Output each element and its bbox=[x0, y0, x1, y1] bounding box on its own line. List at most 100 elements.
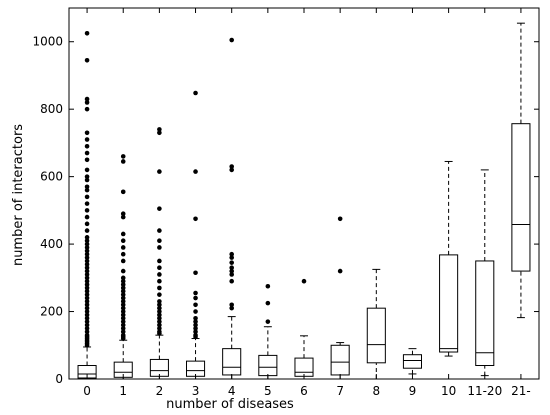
outlier-point bbox=[193, 216, 198, 222]
outlier-point bbox=[84, 96, 90, 102]
outlier-point bbox=[265, 319, 271, 324]
box-group-3 bbox=[186, 90, 206, 380]
plot-frame bbox=[68, 7, 540, 380]
outlier-point bbox=[337, 216, 343, 222]
outlier-point bbox=[120, 309, 126, 314]
outlier-point bbox=[84, 282, 90, 287]
outlier-point bbox=[84, 262, 90, 267]
outlier-point bbox=[157, 206, 162, 211]
outlier-point bbox=[84, 157, 90, 163]
x-tick-label: 5 bbox=[264, 384, 272, 398]
outlier-point bbox=[193, 169, 198, 174]
outlier-point bbox=[193, 322, 198, 328]
outlier-point bbox=[84, 292, 90, 297]
outlier-point bbox=[157, 315, 162, 321]
outlier-point bbox=[229, 272, 234, 277]
y-axis-label: number of interactors bbox=[11, 124, 26, 266]
outlier-point bbox=[157, 258, 162, 264]
box-group-4 bbox=[222, 37, 242, 380]
outlier-point bbox=[120, 312, 126, 318]
outlier-point bbox=[157, 312, 162, 318]
x-tick-label: 21- bbox=[511, 384, 531, 398]
outlier-point bbox=[120, 285, 126, 291]
outlier-point bbox=[120, 238, 126, 244]
outlier-point bbox=[229, 265, 234, 271]
box bbox=[511, 123, 531, 272]
outlier-point bbox=[84, 167, 90, 173]
outlier-point bbox=[193, 302, 198, 308]
outlier-point bbox=[84, 322, 90, 328]
outlier-point bbox=[193, 309, 198, 314]
outlier-point bbox=[84, 295, 90, 301]
outlier-point bbox=[84, 285, 90, 291]
outlier-point bbox=[120, 326, 126, 331]
outlier-point bbox=[120, 159, 126, 164]
outlier-point bbox=[84, 228, 90, 233]
outlier-point bbox=[84, 329, 90, 335]
outlier-point bbox=[157, 319, 162, 324]
outlier-point bbox=[84, 332, 90, 338]
outlier-point bbox=[301, 278, 307, 284]
outlier-point bbox=[157, 309, 162, 314]
outlier-point bbox=[157, 285, 162, 291]
outlier-point bbox=[84, 289, 90, 294]
y-tick-label: 200 bbox=[40, 305, 63, 319]
outlier-point bbox=[157, 292, 162, 297]
outlier-point bbox=[157, 278, 162, 284]
outlier-point bbox=[157, 326, 162, 331]
x-tick-label: 3 bbox=[192, 384, 200, 398]
x-tick-label: 11-20 bbox=[467, 384, 502, 398]
outlier-point bbox=[229, 164, 234, 169]
box-group-0 bbox=[77, 30, 97, 380]
outlier-point bbox=[229, 305, 234, 311]
outlier-point bbox=[157, 169, 162, 174]
outlier-point bbox=[157, 130, 162, 136]
outlier-point bbox=[193, 319, 198, 324]
outlier-point bbox=[120, 332, 126, 338]
outlier-point bbox=[157, 265, 162, 271]
outlier-point bbox=[84, 143, 90, 149]
y-axis: 0 200 400 600 800 1000 bbox=[32, 35, 539, 386]
outlier-point bbox=[84, 150, 90, 156]
outlier-point bbox=[229, 37, 234, 43]
outlier-point bbox=[229, 255, 234, 260]
outlier-point bbox=[84, 309, 90, 314]
outlier-point bbox=[84, 305, 90, 311]
outlier-point bbox=[120, 292, 126, 297]
box-group-7 bbox=[330, 216, 350, 380]
x-tick-label: 4 bbox=[228, 384, 236, 398]
box bbox=[258, 354, 278, 377]
outlier-point bbox=[120, 258, 126, 264]
outlier-point bbox=[120, 319, 126, 324]
outlier-point bbox=[120, 268, 126, 274]
outlier-point bbox=[193, 90, 198, 96]
box bbox=[475, 260, 495, 367]
y-tick-label: 1000 bbox=[32, 35, 63, 49]
x-axis: 0 1 2 3 4 5 6 7 8 9 10 11-20 21- bbox=[83, 8, 531, 398]
x-tick-label: 6 bbox=[300, 384, 308, 398]
outlier-point bbox=[120, 295, 126, 301]
outlier-point bbox=[120, 299, 126, 304]
outlier-point bbox=[84, 245, 90, 250]
box bbox=[439, 254, 459, 353]
x-tick-label: 9 bbox=[409, 384, 417, 398]
outlier-point bbox=[84, 238, 90, 244]
x-tick-label: 0 bbox=[83, 384, 91, 398]
box bbox=[149, 358, 169, 377]
outlier-point bbox=[193, 332, 198, 338]
outlier-point bbox=[120, 251, 126, 257]
outlier-point bbox=[120, 214, 126, 220]
y-tick-label: 800 bbox=[40, 102, 63, 116]
outlier-point bbox=[120, 322, 126, 328]
outlier-point bbox=[84, 312, 90, 318]
outlier-point bbox=[84, 319, 90, 324]
outlier-point bbox=[157, 238, 162, 244]
outlier-point bbox=[157, 329, 162, 335]
outlier-point bbox=[120, 282, 126, 287]
outlier-point bbox=[84, 187, 90, 193]
outlier-point bbox=[84, 177, 90, 183]
outlier-point bbox=[120, 278, 126, 284]
outlier-point bbox=[84, 302, 90, 308]
